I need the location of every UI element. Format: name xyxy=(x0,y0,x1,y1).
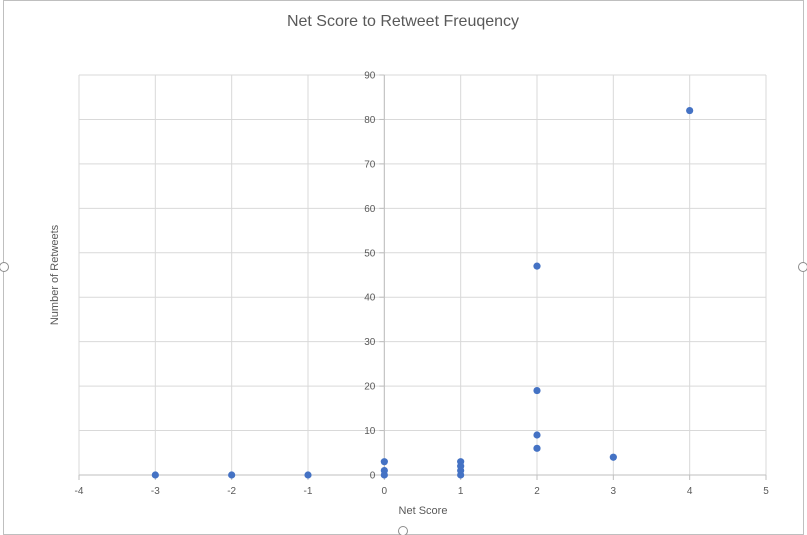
resize-handles[interactable] xyxy=(0,262,807,535)
x-axis-tick-labels: -4 -3 -2 -1 0 1 2 3 4 5 xyxy=(75,486,770,497)
gridlines xyxy=(78,74,767,476)
data-point xyxy=(457,458,465,466)
y-tick-label: 70 xyxy=(364,159,376,170)
y-tick-label: 30 xyxy=(364,337,376,348)
y-tick-label: 50 xyxy=(364,248,376,259)
resize-handle-left[interactable] xyxy=(0,262,9,272)
data-point xyxy=(228,471,236,479)
y-tick-label: 0 xyxy=(370,471,376,482)
data-point xyxy=(533,431,541,439)
data-point xyxy=(304,471,312,479)
chart-border xyxy=(3,0,804,535)
resize-handle-right[interactable] xyxy=(798,262,807,272)
x-tick-label: 5 xyxy=(763,486,769,497)
data-point xyxy=(533,444,541,452)
x-tick-label: -3 xyxy=(151,486,160,497)
y-axis-title: Number of Retweets xyxy=(49,224,61,325)
data-point xyxy=(686,106,694,115)
x-tick-label: -2 xyxy=(227,486,236,497)
axes xyxy=(78,74,767,480)
data-point xyxy=(533,386,541,395)
x-tick-label: -4 xyxy=(75,486,84,497)
x-tick-label: -1 xyxy=(304,486,313,497)
data-point xyxy=(533,262,541,270)
data-point xyxy=(380,466,388,475)
y-tick-label: 40 xyxy=(364,293,376,304)
y-tick-label: 10 xyxy=(364,426,376,437)
chart-title: Net Score to Retweet Freuqency xyxy=(287,13,519,30)
y-tick-label: 90 xyxy=(364,71,376,82)
resize-handle-bottom[interactable] xyxy=(398,526,408,535)
x-axis-title: Net Score xyxy=(399,505,448,517)
data-point xyxy=(380,458,388,466)
data-point xyxy=(609,453,617,461)
x-tick-label: 0 xyxy=(382,486,388,497)
x-tick-label: 4 xyxy=(687,486,693,497)
y-tick-label: 60 xyxy=(364,204,376,215)
y-tick-label: 20 xyxy=(364,382,376,393)
x-tick-label: 2 xyxy=(534,486,540,497)
y-tick-label: 80 xyxy=(364,115,376,126)
x-tick-label: 1 xyxy=(458,486,464,497)
data-points xyxy=(151,106,694,479)
x-tick-label: 3 xyxy=(611,486,617,497)
y-axis-tick-labels: 0 10 20 30 40 50 60 70 80 90 xyxy=(364,71,376,482)
data-point xyxy=(151,471,159,479)
